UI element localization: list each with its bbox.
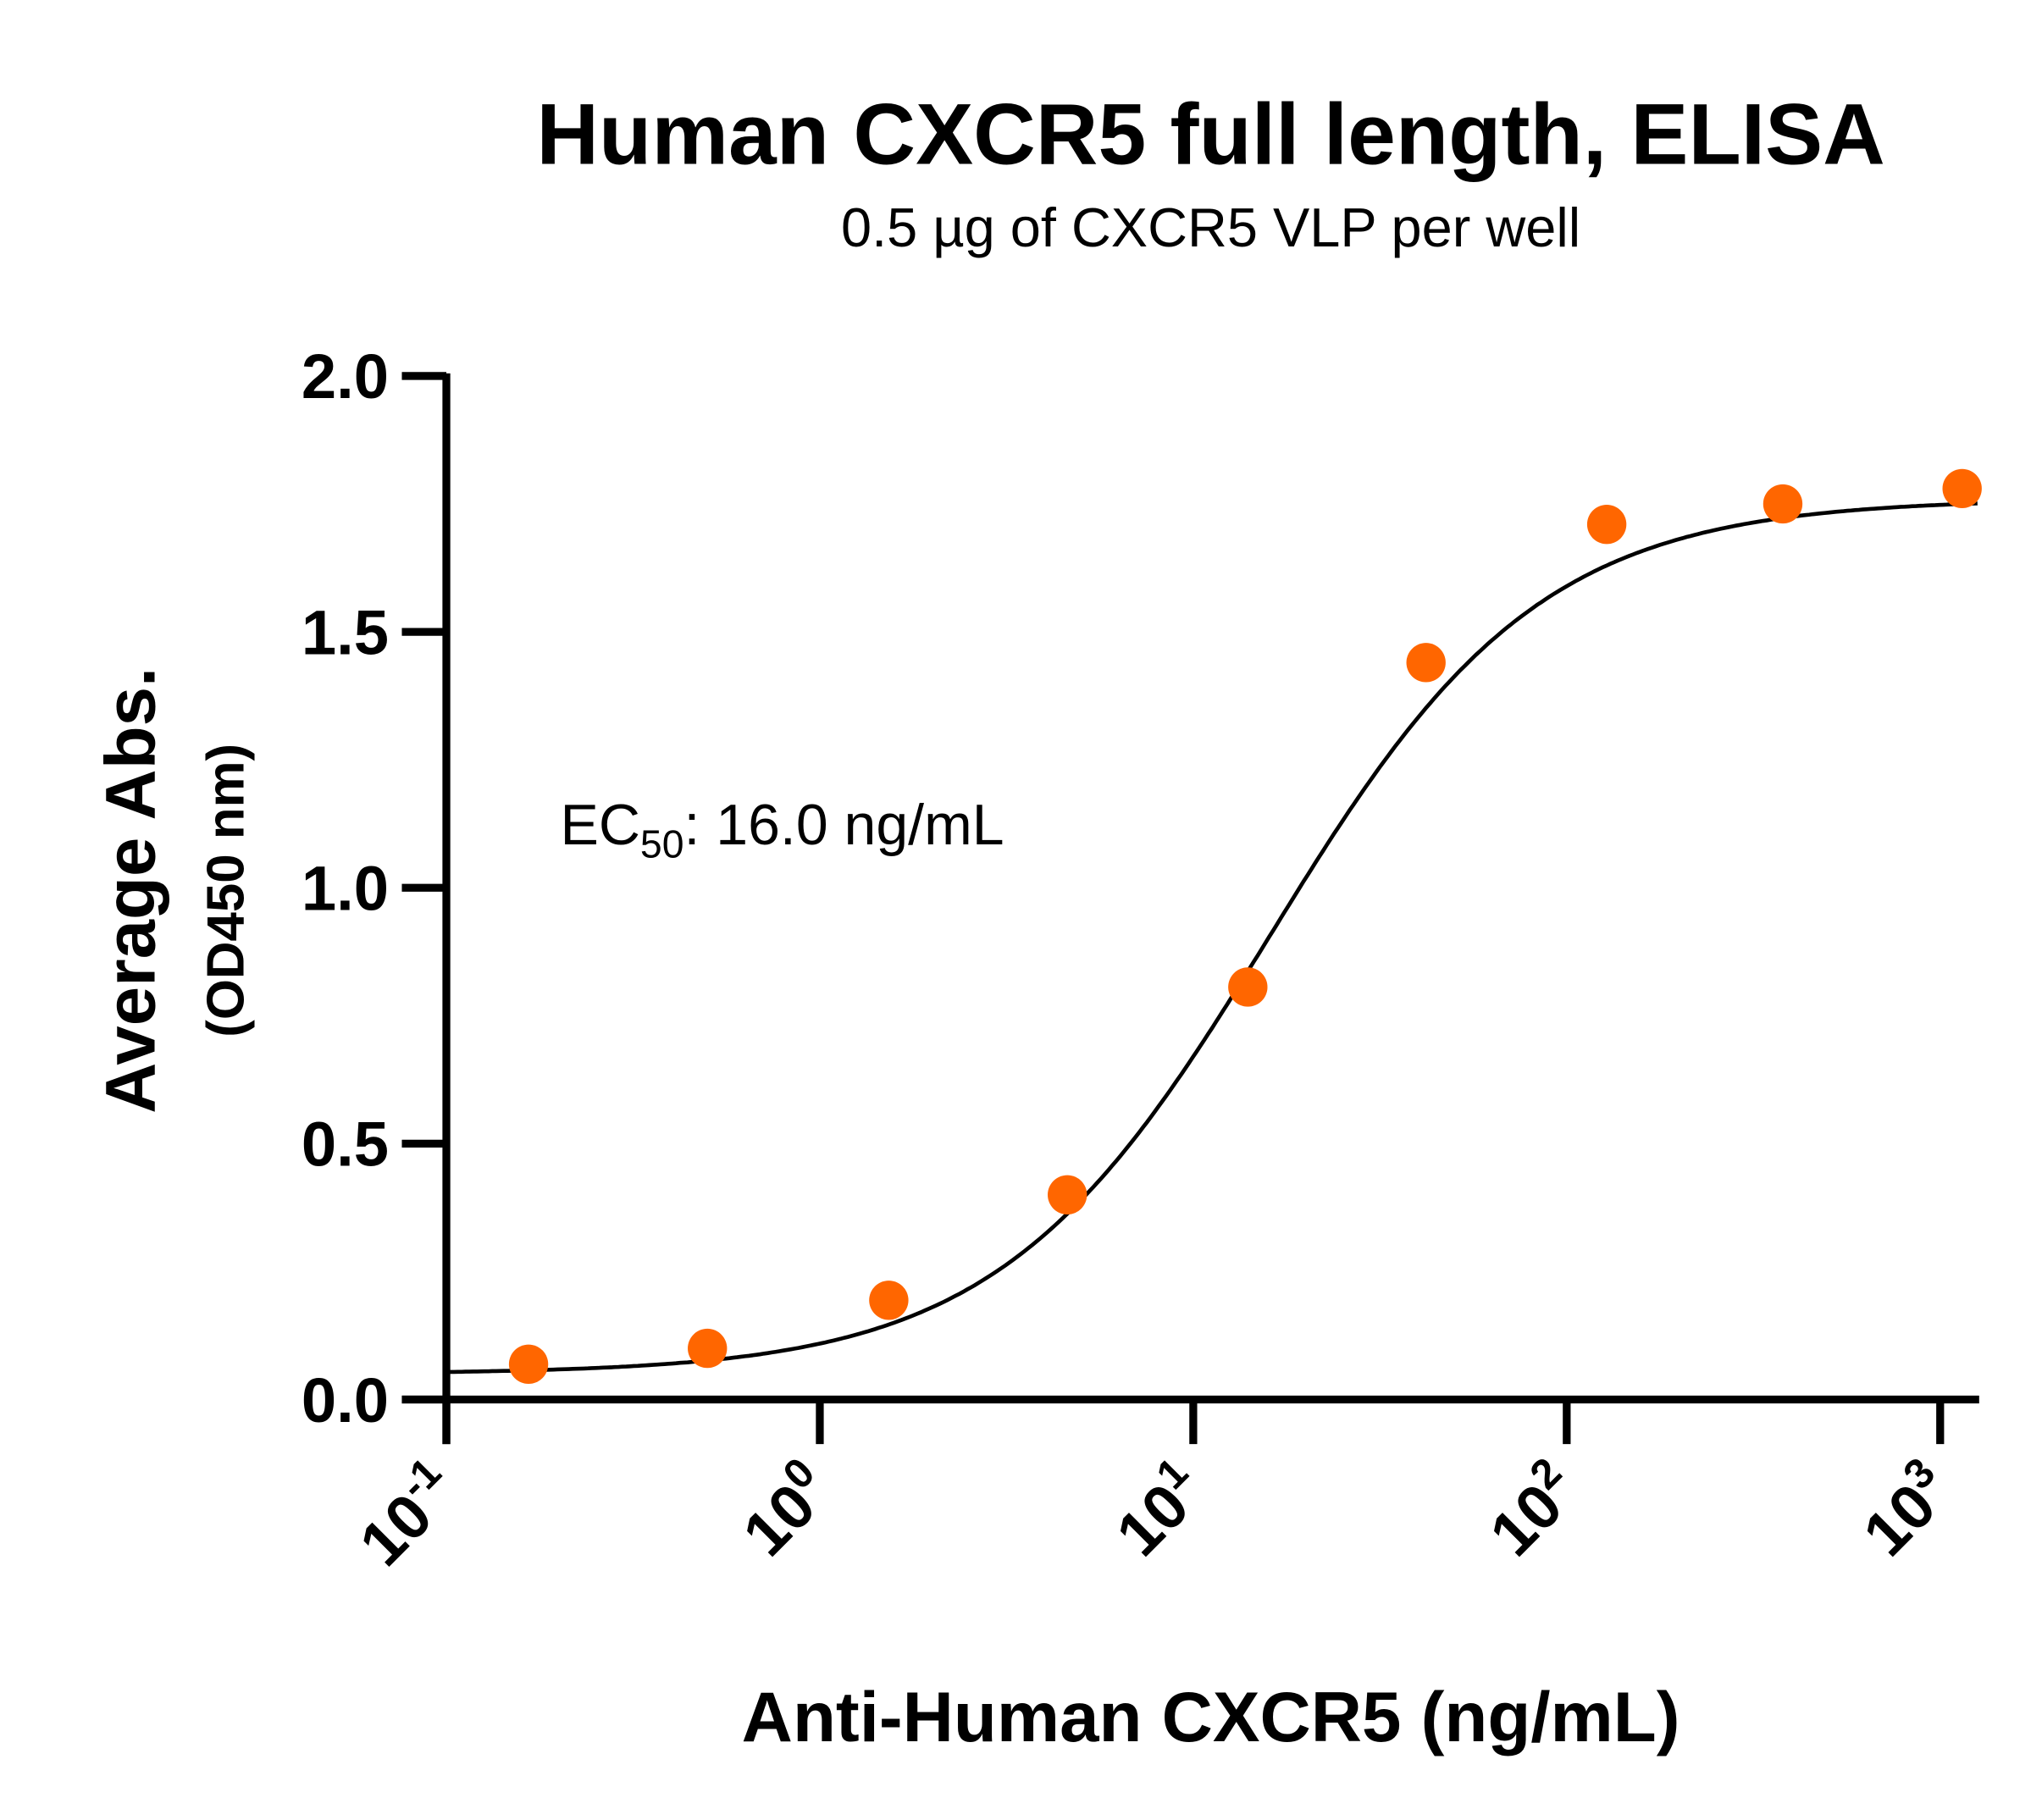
chart-subtitle: 0.5 µg of CXCR5 VLP per well (841, 196, 1580, 258)
data-point (1763, 484, 1803, 524)
y-tick-label: 0.0 (302, 1365, 389, 1436)
chart-title: Human CXCR5 full length, ELISA (536, 86, 1884, 183)
ec50-value: : 16.0 ng/mL (684, 793, 1004, 857)
data-point (1228, 967, 1268, 1007)
data-point (869, 1281, 909, 1320)
x-tick-label: 103 (1846, 1449, 1966, 1569)
y-tick-label: 1.5 (302, 597, 389, 667)
data-point (1586, 504, 1627, 545)
ec50-subscript: 50 (640, 822, 684, 866)
data-point (688, 1328, 728, 1369)
ec50-annotation: EC50: 16.0 ng/mL (560, 793, 1004, 866)
fit-curve (446, 501, 1978, 1375)
y-axis-sublabel: (OD450 nm) (196, 744, 255, 1037)
x-axis-label: Anti-Human CXCR5 (ng/mL) (742, 1677, 1680, 1756)
ec50-prefix: EC (560, 793, 639, 857)
data-point (508, 1344, 549, 1385)
x-tick-label: 102 (1472, 1449, 1592, 1569)
x-tick-label: 10-1 (341, 1449, 472, 1579)
x-tick-label: 100 (725, 1449, 845, 1569)
data-point (1048, 1175, 1087, 1214)
y-tick-label: 1.0 (302, 853, 389, 923)
y-axis-label: Average Abs. (90, 667, 169, 1114)
x-tick-label: 101 (1098, 1449, 1219, 1569)
y-tick-label: 2.0 (302, 341, 389, 412)
y-tick-label: 0.5 (302, 1109, 389, 1180)
data-point (1942, 468, 1982, 509)
data-point (1406, 643, 1446, 683)
